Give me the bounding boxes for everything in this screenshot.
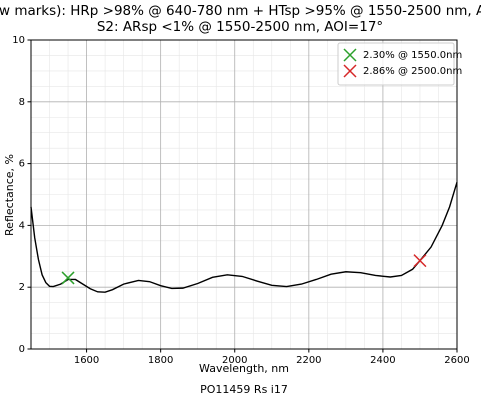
data-point bbox=[413, 254, 427, 268]
y-tick-label: 4 bbox=[19, 220, 25, 231]
legend-box bbox=[337, 42, 455, 86]
y-axis-label: Reflectance, % bbox=[3, 154, 16, 236]
y-tick-label: 10 bbox=[12, 35, 25, 46]
legend-label: 2.30% @ 1550.0nm bbox=[363, 50, 462, 61]
x-tick-label: 2600 bbox=[444, 355, 469, 366]
x-axis-label: Wavelength, nm bbox=[199, 362, 289, 375]
x-tick-label: 1600 bbox=[74, 355, 99, 366]
data-point bbox=[61, 271, 75, 285]
x-tick-label: 2000 bbox=[222, 355, 247, 366]
x-tick-label: 2400 bbox=[370, 355, 395, 366]
chart-title: S1 (arrow marks): HRp >98% @ 640-780 nm … bbox=[0, 3, 481, 19]
y-tick-label: 0 bbox=[19, 344, 25, 355]
x-tick-label: 2200 bbox=[296, 355, 321, 366]
legend-label: 2.86% @ 2500.0nm bbox=[363, 66, 462, 77]
x-tick-label: 1800 bbox=[148, 355, 173, 366]
data-line bbox=[30, 181, 458, 293]
legend-marker bbox=[343, 64, 357, 78]
chart-subtitle: S2: ARsp <1% @ 1550-2500 nm, AOI=17° bbox=[97, 19, 383, 35]
y-tick-label: 6 bbox=[19, 159, 25, 170]
legend-marker bbox=[343, 48, 357, 62]
plot-frame bbox=[30, 39, 458, 350]
y-tick-label: 8 bbox=[19, 97, 25, 108]
footer: PO11459 Rs i17 bbox=[200, 383, 288, 396]
y-tick-label: 2 bbox=[19, 282, 25, 293]
